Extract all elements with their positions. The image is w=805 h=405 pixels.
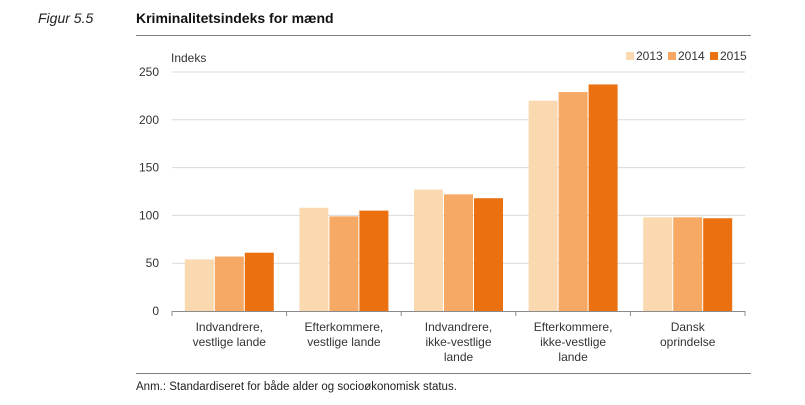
y-tick-label: 100: [139, 208, 159, 222]
x-axis: Indvandrere, vestlige lande Efterkommere, v…: [171, 311, 746, 364]
top-rule: [136, 35, 751, 36]
legend-label-2015: 2015: [720, 49, 747, 63]
legend-swatch-2014: [668, 52, 676, 60]
y-tick-label: 0: [152, 304, 159, 318]
bar-2013: [184, 259, 214, 311]
legend: 2013 2014 2015: [626, 49, 747, 63]
y-tick-label: 150: [139, 161, 159, 175]
bottom-rule: [136, 373, 751, 374]
bar-2014: [444, 194, 473, 311]
bar-2014: [329, 216, 359, 311]
bar-2013: [299, 207, 329, 311]
bar-2013: [414, 189, 443, 311]
figure-label: Figur 5.5: [38, 10, 94, 26]
y-axis-label: Indeks: [171, 51, 206, 65]
legend-label-2014: 2014: [678, 49, 705, 63]
bar-2015: [244, 252, 274, 311]
bar-2013: [643, 217, 673, 311]
y-tick-label: 250: [139, 65, 159, 79]
bar-2015: [359, 210, 389, 311]
bar-2013: [528, 100, 558, 312]
legend-swatch-2013: [626, 52, 634, 60]
legend-swatch-2015: [710, 52, 718, 60]
x-category-label: Efterkommere, vestlige lande: [305, 320, 384, 349]
x-category-label: Dansk oprindelse: [660, 320, 716, 349]
footnote: Anm.: Standardiseret for både alder og s…: [136, 381, 457, 393]
y-tick-label: 200: [139, 113, 159, 127]
figure-title: Kriminalitetsindeks for mænd: [136, 10, 334, 26]
bar-2015: [474, 198, 503, 311]
x-category-label: Indvandrere, vestlige lande: [193, 320, 267, 349]
bar-2014: [214, 256, 244, 311]
bar-2015: [703, 218, 733, 311]
x-category-label: Efterkommere, ikke-vestlige lande: [534, 320, 613, 364]
bar-2015: [588, 84, 618, 311]
bar-2014: [558, 92, 588, 312]
y-axis-ticks: 0 50 100 150 200 250: [139, 65, 159, 318]
y-tick-label: 50: [146, 256, 160, 270]
x-category-label: Indvandrere, ikke-vestlige lande: [425, 320, 492, 364]
legend-label-2013: 2013: [636, 49, 663, 63]
bars: [184, 84, 733, 312]
bar-2014: [673, 217, 703, 311]
